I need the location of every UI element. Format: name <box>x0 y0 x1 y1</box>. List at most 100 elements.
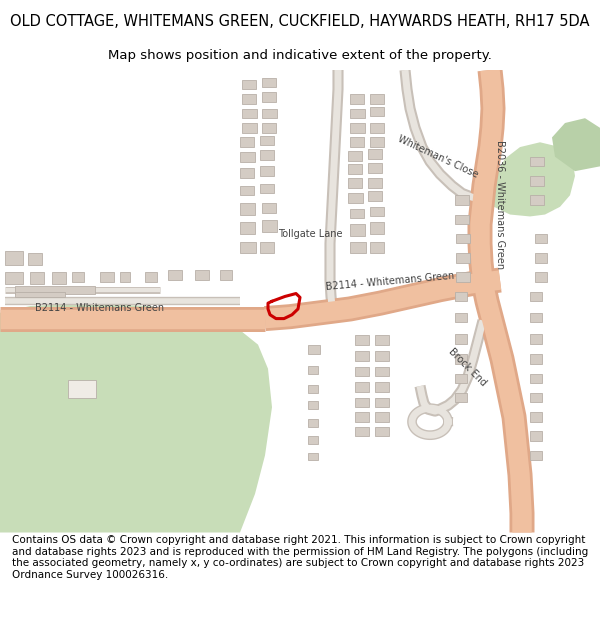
Bar <box>260 150 274 159</box>
Text: B2114 - Whitemans Green: B2114 - Whitemans Green <box>325 271 455 292</box>
Bar <box>240 203 255 214</box>
Bar <box>355 351 369 361</box>
Bar <box>456 253 470 262</box>
Bar <box>455 334 467 344</box>
Bar <box>368 178 382 187</box>
Bar <box>350 94 364 104</box>
Bar <box>535 234 547 243</box>
Bar <box>530 312 542 322</box>
Bar <box>370 222 384 234</box>
Bar <box>262 203 276 212</box>
Bar <box>242 79 256 89</box>
Bar <box>530 451 542 460</box>
Bar <box>240 241 256 253</box>
Bar <box>355 382 369 392</box>
Bar <box>530 431 542 441</box>
Bar <box>262 109 277 118</box>
Bar <box>368 191 382 201</box>
Text: Map shows position and indicative extent of the property.: Map shows position and indicative extent… <box>108 49 492 62</box>
Bar <box>5 272 23 284</box>
Bar <box>72 272 84 282</box>
Bar <box>455 214 469 224</box>
Bar <box>535 272 547 282</box>
Bar <box>370 207 384 216</box>
Text: Contains OS data © Crown copyright and database right 2021. This information is : Contains OS data © Crown copyright and d… <box>12 535 588 580</box>
Bar <box>262 92 276 102</box>
Bar <box>370 107 384 116</box>
Bar <box>530 354 542 364</box>
Bar <box>456 272 470 282</box>
Text: Whiteman's Close: Whiteman's Close <box>396 134 480 180</box>
Text: OLD COTTAGE, WHITEMANS GREEN, CUCKFIELD, HAYWARDS HEATH, RH17 5DA: OLD COTTAGE, WHITEMANS GREEN, CUCKFIELD,… <box>10 14 590 29</box>
Bar <box>355 426 369 436</box>
Bar <box>308 401 318 409</box>
Bar <box>348 178 362 187</box>
Bar <box>455 354 467 364</box>
Bar <box>145 272 157 282</box>
Bar <box>368 149 382 159</box>
Bar <box>260 184 274 193</box>
Bar <box>52 272 66 284</box>
Bar <box>530 412 542 422</box>
Bar <box>355 412 369 422</box>
Bar <box>355 367 369 376</box>
Bar <box>262 123 276 132</box>
Bar <box>455 195 469 205</box>
Bar <box>348 193 363 203</box>
Bar <box>195 271 209 280</box>
Bar <box>375 367 389 376</box>
Bar <box>15 286 95 294</box>
Bar <box>242 123 257 132</box>
Bar <box>350 241 366 253</box>
Text: B2036 - Whitemans Green: B2036 - Whitemans Green <box>495 141 505 269</box>
Bar <box>455 392 467 402</box>
Bar <box>456 234 470 243</box>
Bar <box>350 209 364 218</box>
Bar <box>530 392 542 402</box>
Bar <box>355 335 369 344</box>
Bar <box>375 398 389 408</box>
Bar <box>530 292 542 301</box>
Bar <box>375 412 389 422</box>
Bar <box>308 366 318 374</box>
Bar <box>375 426 389 436</box>
Bar <box>375 351 389 361</box>
Bar <box>350 138 364 147</box>
Bar <box>530 195 544 205</box>
Bar <box>240 138 254 147</box>
Bar <box>220 271 232 280</box>
Bar <box>350 109 365 118</box>
Bar <box>308 385 318 392</box>
Bar <box>100 272 114 282</box>
Bar <box>375 335 389 344</box>
Bar <box>350 224 365 236</box>
Bar <box>240 168 254 178</box>
Bar <box>530 157 544 166</box>
Bar <box>240 152 255 161</box>
Bar <box>15 292 65 297</box>
Text: Tollgate Lane: Tollgate Lane <box>278 229 342 239</box>
Bar <box>535 253 547 262</box>
Bar <box>348 164 362 174</box>
Bar <box>30 272 44 284</box>
Bar <box>260 241 274 253</box>
Bar <box>348 151 362 161</box>
Bar <box>262 220 277 232</box>
Bar <box>240 186 254 195</box>
Bar <box>240 222 255 234</box>
Bar <box>68 380 96 398</box>
Bar <box>262 78 276 88</box>
Bar <box>28 253 42 264</box>
Bar <box>168 271 182 280</box>
Bar <box>455 374 467 383</box>
Bar <box>308 344 320 354</box>
Bar <box>370 241 384 253</box>
Bar <box>370 123 384 132</box>
Bar <box>370 94 384 104</box>
Text: Brock End: Brock End <box>446 346 488 388</box>
Bar <box>308 436 318 444</box>
Text: B2114 - Whitemans Green: B2114 - Whitemans Green <box>35 302 164 312</box>
Bar <box>260 136 274 145</box>
Bar <box>455 312 467 322</box>
Bar <box>242 94 256 104</box>
